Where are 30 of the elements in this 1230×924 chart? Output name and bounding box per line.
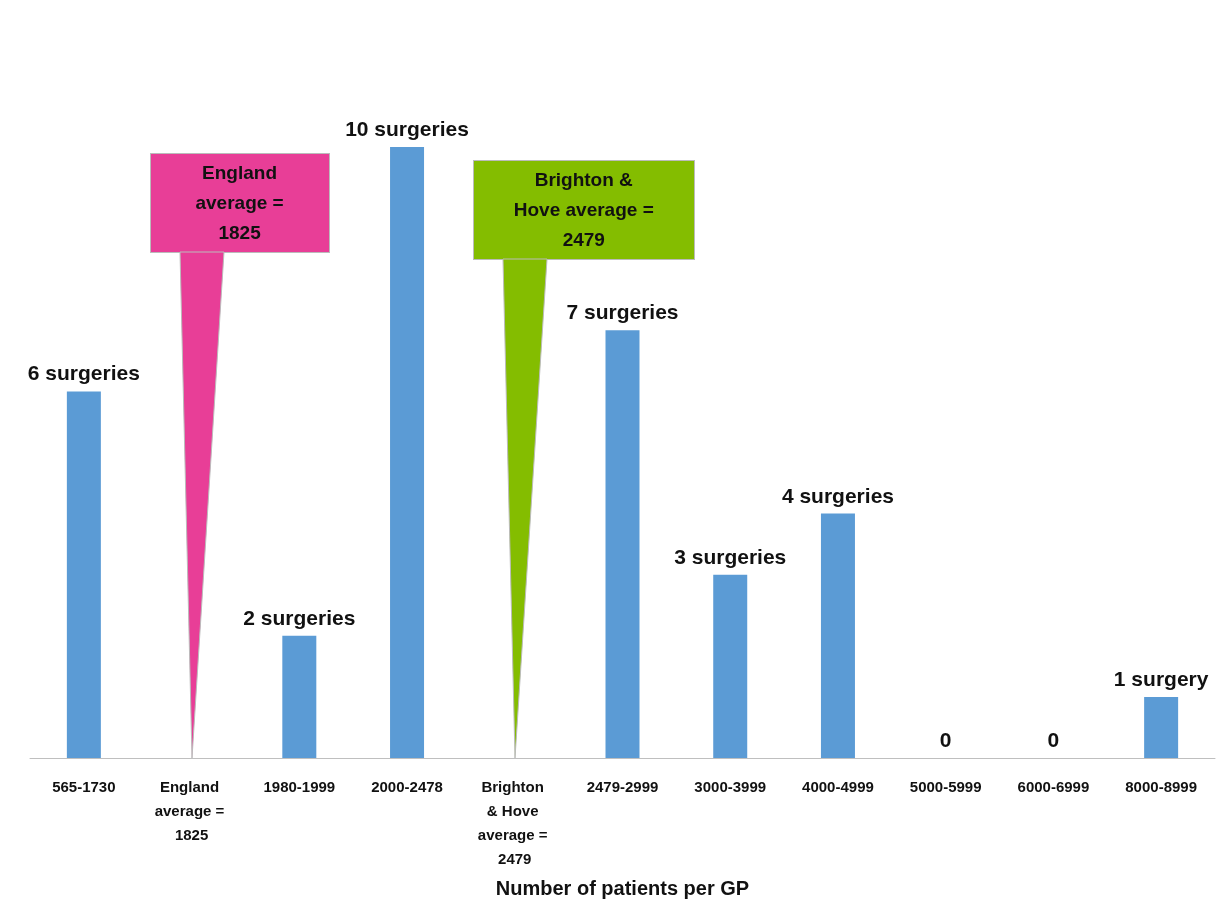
bar <box>820 513 855 758</box>
data-label: 0 <box>939 728 952 751</box>
x-tick-label: 565-1730 <box>52 777 116 795</box>
bar <box>390 147 425 758</box>
x-tick-label: 1980-1999 <box>263 777 336 795</box>
x-tick-label: 2479-2999 <box>586 777 659 795</box>
annotation: England average = 1825 <box>149 153 330 253</box>
data-label: 7 surgeries <box>566 300 679 324</box>
data-label: 0 <box>1047 728 1060 751</box>
x-tick-label: England average = 1825 <box>154 777 229 843</box>
x-tick-label: 8000-8999 <box>1125 777 1197 795</box>
bar <box>1144 696 1179 758</box>
bar <box>66 391 101 758</box>
x-axis-title: Number of patients per GP <box>495 877 750 899</box>
data-label: 3 surgeries <box>674 544 787 568</box>
data-label: 1 surgery <box>1113 666 1209 690</box>
x-tick-label: 6000-6999 <box>1017 777 1090 795</box>
data-label: 6 surgeries <box>27 361 140 385</box>
x-tick-label: 5000-5999 <box>909 777 982 795</box>
x-tick-label: 2000-2478 <box>371 777 443 795</box>
annotation: Brighton & Hove average = 2479 <box>472 160 695 260</box>
bar <box>605 330 640 758</box>
x-tick-label: 3000-3999 <box>694 777 767 795</box>
x-tick-label: Brighton & Hove average = 2479 <box>477 777 552 867</box>
data-label: 2 surgeries <box>243 605 356 629</box>
bar <box>713 574 748 758</box>
x-tick-label: 4000-4999 <box>802 777 874 795</box>
bar <box>282 635 317 758</box>
data-label: 10 surgeries <box>345 117 469 140</box>
data-label: 4 surgeries <box>781 483 894 507</box>
